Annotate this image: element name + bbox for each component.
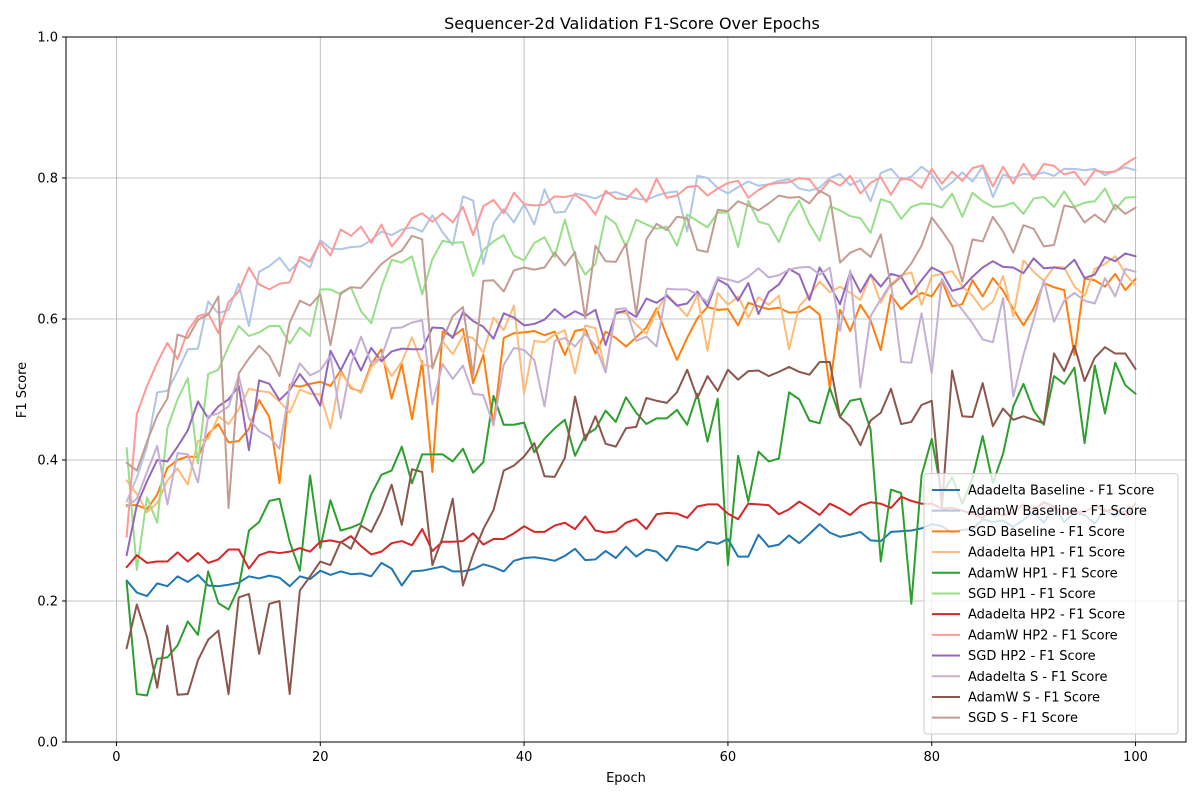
y-tick-label: 1.0 <box>37 31 58 46</box>
series-line-8 <box>125 252 1137 557</box>
series-line-9 <box>125 265 1137 508</box>
series-line-11 <box>125 189 1137 509</box>
x-tick-label: 0 <box>112 750 120 765</box>
legend-label: AdamW S - F1 Score <box>968 690 1100 705</box>
series-line-1 <box>125 165 1137 503</box>
legend-label: Adadelta Baseline - F1 Score <box>968 483 1154 498</box>
y-tick-label: 0.8 <box>37 172 58 187</box>
series-line-5 <box>125 187 1137 571</box>
legend-label: Adadelta HP1 - F1 Score <box>968 546 1125 561</box>
y-tick-label: 0.0 <box>37 736 58 751</box>
x-tick-label: 20 <box>312 750 329 765</box>
series-line-7 <box>125 156 1137 538</box>
legend-label: SGD S - F1 Score <box>968 711 1078 726</box>
x-tick-label: 80 <box>923 750 940 765</box>
legend-label: SGD HP1 - F1 Score <box>968 587 1096 602</box>
x-tick-label: 100 <box>1123 750 1148 765</box>
legend-label: SGD Baseline - F1 Score <box>968 525 1125 540</box>
legend-label: Adadelta S - F1 Score <box>968 670 1107 685</box>
y-tick-label: 0.2 <box>37 595 58 610</box>
legend-label: AdamW HP2 - F1 Score <box>968 628 1118 643</box>
legend-label: SGD HP2 - F1 Score <box>968 649 1096 664</box>
y-axis-label: F1 Score <box>15 362 30 418</box>
x-axis-ticks: 0 20 40 60 80 100 <box>112 742 1148 765</box>
y-axis-ticks: 0.0 0.2 0.4 0.6 0.8 1.0 <box>37 31 66 751</box>
series-line-10 <box>125 344 1137 696</box>
x-axis-label: Epoch <box>606 771 646 786</box>
series-line-3 <box>125 255 1137 514</box>
y-tick-label: 0.6 <box>37 313 58 328</box>
x-tick-label: 40 <box>516 750 533 765</box>
legend: Adadelta Baseline - F1 Score AdamW Baseli… <box>923 473 1179 735</box>
x-tick-label: 60 <box>720 750 737 765</box>
chart-title: Sequencer-2d Validation F1-Score Over Ep… <box>444 14 820 33</box>
legend-label: Adadelta HP2 - F1 Score <box>968 608 1125 623</box>
legend-box <box>923 473 1179 735</box>
legend-label: AdamW Baseline - F1 Score <box>968 504 1147 519</box>
y-tick-label: 0.4 <box>37 454 58 469</box>
legend-label: AdamW HP1 - F1 Score <box>968 566 1118 581</box>
plot-frame <box>65 36 1187 743</box>
